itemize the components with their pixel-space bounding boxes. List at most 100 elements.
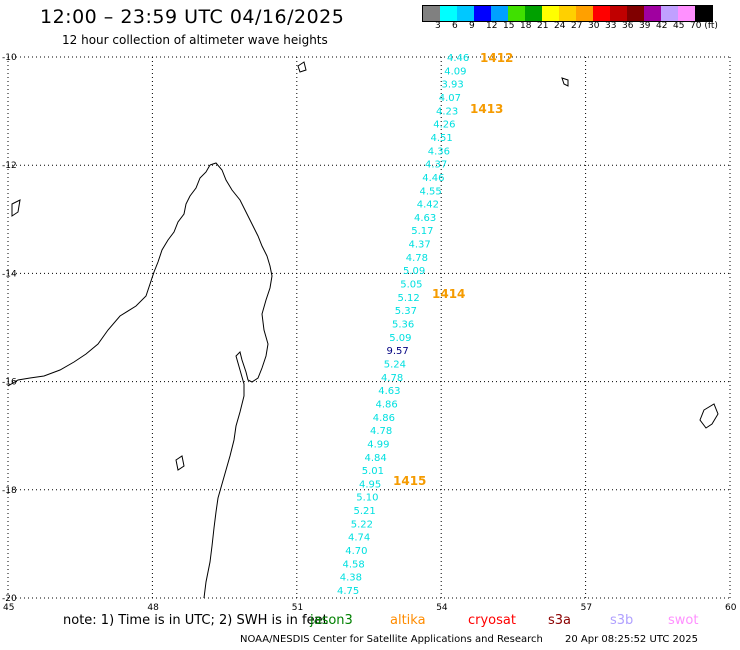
- swh-value: 4.63: [378, 386, 400, 397]
- colorbar-swatch: [474, 6, 491, 21]
- colorbar-swatch: [440, 6, 457, 21]
- longitude-label: 57: [581, 603, 592, 613]
- colorbar-swatch: [542, 6, 559, 21]
- swh-value: 4.38: [340, 573, 362, 584]
- swh-value: 5.12: [398, 293, 420, 304]
- swh-value: 5.10: [356, 493, 378, 504]
- colorbar-swatch: [593, 6, 610, 21]
- longitude-labels: 45 48 51 54 57 60: [3, 603, 737, 613]
- colorbar-swatch: [423, 6, 440, 21]
- colorbar-swatch: [576, 6, 593, 21]
- swh-value: 3.93: [442, 80, 464, 91]
- colorbar-swatch: [559, 6, 576, 21]
- swh-value: 4.75: [337, 586, 359, 597]
- timestamp: 20 Apr 08:25:52 UTC 2025: [565, 634, 698, 645]
- swh-value: 5.01: [362, 466, 384, 477]
- swh-value: 5.09: [389, 333, 411, 344]
- swh-value: 4.86: [373, 413, 395, 424]
- swh-track: 4.46 4.09 3.93 4.07 4.23 4.26 4.51 4.36 4.37 4.46…: [337, 53, 469, 597]
- swh-value: 4.26: [433, 120, 455, 131]
- legend-item-swot: swot: [668, 613, 699, 628]
- legend-item-altika: altika: [390, 613, 426, 628]
- longitude-label: 51: [292, 603, 303, 613]
- map-grid: [7, 56, 731, 599]
- longitude-label: 48: [147, 603, 159, 613]
- footnote: note: 1) Time is in UTC; 2) SWH is in fe…: [63, 613, 328, 628]
- latitude-label: -14: [2, 269, 17, 279]
- madagascar-coastline: [203, 162, 273, 599]
- swh-value: 4.95: [359, 479, 381, 490]
- latitude-label: -18: [2, 486, 17, 496]
- swh-value: 4.58: [343, 559, 365, 570]
- swh-value: 4.55: [420, 186, 442, 197]
- longitude-label: 54: [436, 603, 448, 613]
- swh-value: 4.37: [425, 160, 447, 171]
- colorbar-label: 70 (ft): [690, 21, 718, 31]
- pass-labels: 1412 1413 1414 1415: [393, 51, 513, 488]
- swh-value: 5.21: [354, 506, 376, 517]
- swh-value: 4.78: [370, 426, 392, 437]
- latitude-label: -10: [2, 53, 17, 63]
- swh-value: 5.05: [400, 280, 422, 291]
- latitude-labels: -10 -12 -14 -16 -18 -20: [2, 53, 17, 604]
- map-subtitle: 12 hour collection of altimeter wave hei…: [62, 33, 328, 47]
- wave-height-colorbar: [422, 5, 713, 22]
- colorbar-label: 30: [588, 21, 600, 31]
- colorbar-label: 33: [605, 21, 617, 31]
- colorbar-label: 15: [503, 21, 515, 31]
- colorbar-label: 12: [486, 21, 498, 31]
- colorbar-label: 27: [571, 21, 583, 31]
- swh-value: 4.46: [422, 173, 444, 184]
- swh-value: 5.17: [411, 226, 433, 237]
- pass-label: 1415: [393, 474, 426, 488]
- colorbar-swatch: [661, 6, 678, 21]
- credit-line: NOAA/NESDIS Center for Satellite Applica…: [240, 634, 543, 645]
- swh-value: 5.37: [395, 306, 417, 317]
- swh-value: 4.86: [376, 399, 398, 410]
- swh-value: 4.63: [414, 213, 436, 224]
- swh-value: 5.24: [384, 359, 406, 370]
- colorbar-swatch: [457, 6, 474, 21]
- colorbar-label: 9: [469, 21, 475, 31]
- colorbar-label: 36: [622, 21, 634, 31]
- map-title: 12:00 – 23:59 UTC 04/16/2025: [40, 6, 345, 28]
- colorbar-swatch: [627, 6, 644, 21]
- legend-item-jason3: jason3: [310, 613, 353, 628]
- swh-value: 5.22: [351, 519, 373, 530]
- colorbar-label: 42: [656, 21, 668, 31]
- legend-item-s3a: s3a: [548, 613, 572, 628]
- swh-value: 4.09: [444, 66, 466, 77]
- colorbar-swatch: [644, 6, 661, 21]
- pass-label: 1412: [480, 51, 513, 65]
- colorbar-label: 18: [520, 21, 532, 31]
- colorbar-label: 39: [639, 21, 651, 31]
- pass-label: 1413: [470, 102, 503, 116]
- colorbar-label: 45: [673, 21, 685, 31]
- colorbar-swatch: [508, 6, 525, 21]
- colorbar-swatch: [525, 6, 542, 21]
- swh-value: 4.36: [428, 146, 450, 157]
- island-comoros: [11, 199, 21, 217]
- longitude-label: 60: [725, 603, 737, 613]
- island-east: [561, 77, 569, 87]
- swh-value: 4.23: [436, 106, 458, 117]
- colorbar-swatch: [491, 6, 508, 21]
- madagascar-west-coastline: [7, 164, 211, 387]
- swh-value: 5.09: [403, 266, 425, 277]
- island-small-west: [175, 455, 185, 471]
- colorbar-swatch: [678, 6, 695, 21]
- colorbar-label: 21: [537, 21, 549, 31]
- island-north: [297, 61, 307, 73]
- longitude-label: 45: [3, 603, 14, 613]
- swh-value: 9.57: [387, 346, 409, 357]
- latitude-label: -12: [2, 161, 17, 171]
- island-mascarene: [699, 403, 719, 429]
- swh-value: 4.78: [381, 373, 403, 384]
- swh-value: 4.42: [417, 200, 439, 211]
- colorbar-label: 6: [452, 21, 458, 31]
- colorbar-label: 3: [435, 21, 441, 31]
- swh-value: 4.74: [348, 533, 370, 544]
- swh-value: 4.07: [439, 93, 461, 104]
- coastline: [7, 61, 719, 599]
